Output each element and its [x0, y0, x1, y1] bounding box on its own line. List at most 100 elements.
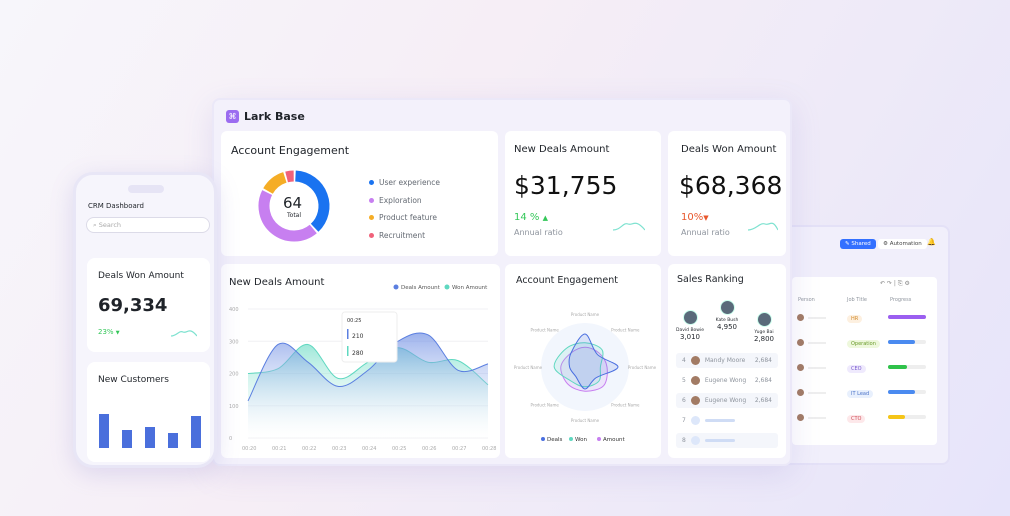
- y-tick-label: 200: [229, 372, 239, 378]
- name-placeholder: [704, 419, 735, 422]
- ranking-row[interactable]: 7: [676, 413, 778, 428]
- sparkline-icon: [748, 222, 778, 231]
- automation-button[interactable]: ⚙ Automation: [878, 239, 927, 249]
- radar-axis-label: Product Name: [531, 402, 560, 407]
- radar-axis-label: Product Name: [611, 328, 640, 333]
- legend-dot: [569, 437, 573, 441]
- change-text: 10%: [681, 212, 704, 223]
- radar-series: [560, 346, 608, 392]
- legend-dot: [369, 180, 374, 185]
- engagement-title: Account Engagement: [231, 144, 350, 157]
- arrow-up-icon: ▲: [542, 214, 548, 222]
- x-tick-label: 00:25: [392, 446, 406, 452]
- new-deals-title: New Deals Amount: [514, 144, 610, 155]
- deals-won-value: $68,368: [679, 171, 783, 200]
- customer-bar: [99, 414, 109, 448]
- sales-ranking-card: Sales Ranking David Bowie 3,010 Kate Bush 4…: [668, 264, 786, 458]
- seller-score: 2,684: [754, 357, 772, 364]
- avatar-placeholder: [690, 416, 700, 425]
- rank-number: 4: [682, 357, 686, 364]
- name-placeholder: [808, 417, 826, 419]
- x-tick-label: 00:20: [242, 446, 256, 452]
- top-seller[interactable]: David Bowie 3,010: [670, 310, 710, 341]
- x-tick-label: 00:28: [482, 446, 496, 452]
- deals-won-title: Deals Won Amount: [681, 144, 777, 155]
- avatar: [690, 376, 700, 385]
- radar-series: [553, 342, 604, 388]
- avatar: [756, 312, 772, 327]
- column-person[interactable]: Person: [798, 297, 815, 303]
- avatar: [690, 356, 700, 365]
- phone-won-card: Deals Won Amount 69,334 23% ▼: [87, 258, 210, 352]
- ranking-title: Sales Ranking: [677, 274, 744, 285]
- seller-name: Yuge Bai: [754, 330, 774, 335]
- ranking-row[interactable]: 6 Eugene Wong 2,684: [676, 393, 778, 408]
- sparkline-icon: [613, 222, 645, 231]
- avatar: [690, 396, 700, 405]
- arrow-down-icon: ▼: [703, 214, 709, 222]
- phone-title: CRM Dashboard: [88, 202, 144, 210]
- legend-label: Product feature: [379, 213, 437, 222]
- phone-mockup: CRM Dashboard ⌕ Search Deals Won Amount …: [73, 172, 217, 468]
- change-text: 14 %: [514, 212, 540, 223]
- rank-number: 7: [682, 417, 686, 424]
- sparkline-icon: [171, 330, 197, 337]
- series-area: [248, 332, 488, 438]
- donut-segment: [285, 170, 294, 183]
- avatar: [719, 300, 735, 315]
- name-placeholder: [808, 392, 826, 394]
- search-placeholder: Search: [98, 221, 122, 229]
- legend-label: Exploration: [379, 195, 422, 205]
- legend-item: Exploration: [369, 196, 422, 205]
- tooltip-label: 00:25: [347, 318, 361, 324]
- table-panel: ✎ Shared ⚙ Automation 🔔 ↶ ↷ | ⎘ ⚙ Person…: [780, 225, 950, 465]
- x-tick-label: 00:24: [362, 446, 376, 452]
- legend-dot: [393, 284, 399, 290]
- avatar: [797, 314, 804, 321]
- x-tick-label: 00:26: [422, 446, 436, 452]
- bell-icon[interactable]: 🔔: [927, 238, 936, 246]
- rank-number: 8: [682, 437, 686, 444]
- seller-score: 2,684: [754, 397, 772, 404]
- shared-label: Shared: [851, 241, 871, 247]
- series-line: [247, 332, 489, 402]
- automation-label: Automation: [889, 241, 922, 247]
- rank-number: 6: [682, 397, 686, 404]
- column-progress[interactable]: Progress: [890, 297, 912, 303]
- seller-score: 2,684: [754, 377, 772, 384]
- shared-button[interactable]: ✎ Shared: [840, 239, 876, 249]
- radar-axis-label: Product Name: [611, 402, 640, 407]
- legend-label: Recruitment: [379, 230, 426, 240]
- y-tick-label: 100: [229, 404, 239, 410]
- column-job-title[interactable]: Job Title: [847, 297, 868, 303]
- ranking-row[interactable]: 8: [676, 433, 778, 448]
- new-deals-change: 14 % ▲: [514, 212, 548, 223]
- legend-dot: [369, 215, 374, 220]
- avatar-placeholder: [690, 436, 700, 445]
- seller-name: David Bowie: [676, 328, 704, 333]
- tooltip-value: 280: [352, 350, 364, 357]
- donut-segment: [263, 172, 287, 195]
- radar-axis-label: Product Name: [571, 312, 600, 317]
- ranking-row[interactable]: 5 Eugene Wong 2,684: [676, 373, 778, 388]
- new-deals-card: New Deals Amount $31,755 14 % ▲ Annual r…: [505, 131, 661, 256]
- y-tick-label: 400: [229, 307, 239, 313]
- avatar: [797, 389, 804, 396]
- area-chart: 0 100 200 300 400 00:20 00:21 00:22 00:23 00:24 00…: [229, 284, 496, 452]
- search-input[interactable]: ⌕ Search: [86, 217, 210, 233]
- legend-dot: [541, 437, 545, 441]
- name-placeholder: [704, 439, 735, 442]
- ranking-row[interactable]: 4 Mandy Moore 2,684: [676, 353, 778, 368]
- avatar: [797, 364, 804, 371]
- donut-chart: [258, 170, 330, 242]
- legend-dot: [597, 437, 601, 441]
- seller-name: Mandy Moore: [704, 357, 746, 364]
- radar-axis-label: Product Name: [514, 365, 543, 370]
- legend-label: Deals: [547, 437, 563, 443]
- top-seller[interactable]: Yuge Bai 2,800: [744, 312, 784, 343]
- top-seller[interactable]: Kate Bush 4,950: [707, 300, 747, 331]
- phone-customers-title: New Customers: [98, 375, 169, 385]
- customer-bar: [191, 416, 201, 448]
- phone-won-value: 69,334: [98, 295, 168, 316]
- toolbar-icons[interactable]: ↶ ↷ | ⎘ ⚙: [880, 280, 910, 287]
